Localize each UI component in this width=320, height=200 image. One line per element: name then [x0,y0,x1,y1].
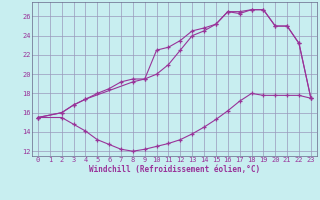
X-axis label: Windchill (Refroidissement éolien,°C): Windchill (Refroidissement éolien,°C) [89,165,260,174]
